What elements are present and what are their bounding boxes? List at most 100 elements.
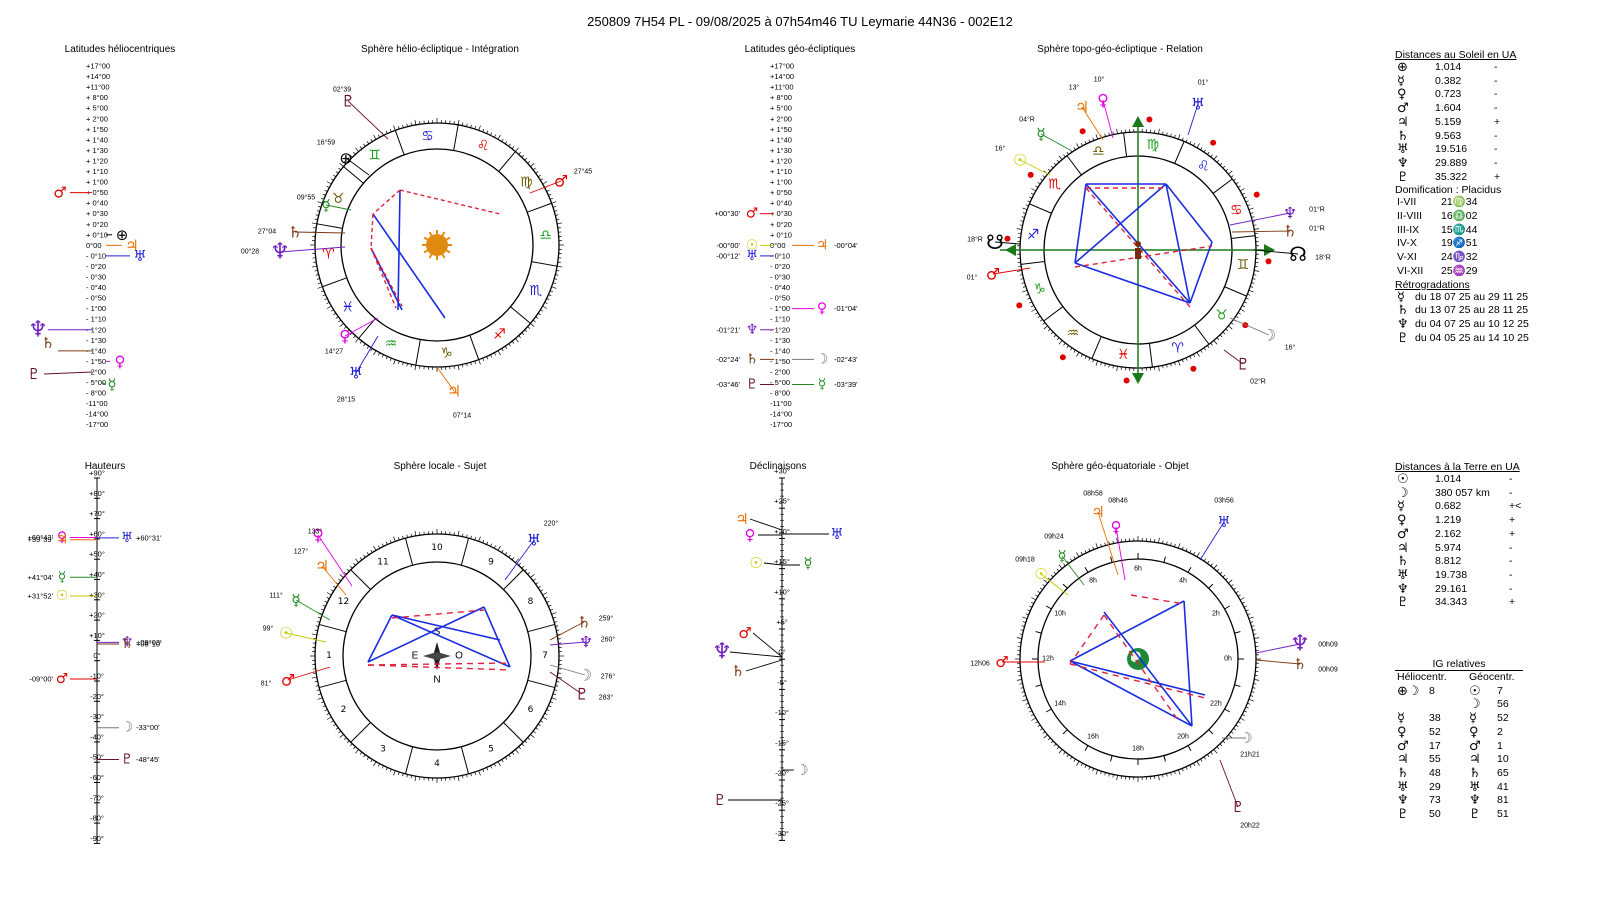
helio-sphere-degree-tick [317, 286, 323, 289]
equatorial-sphere-degree-tick [1166, 773, 1168, 777]
equatorial-sphere-degree-tick [1092, 546, 1095, 550]
helio-sphere-degree-tick [363, 343, 366, 347]
helio-sphere-degree-tick [330, 309, 334, 312]
tbl-sun-cell-v: 29.889 [1435, 156, 1468, 169]
tbl-sun-cell-v: 35.322 [1435, 170, 1468, 183]
topo-sphere-zodiac-sector-divider [1043, 306, 1064, 322]
equatorial-sphere-degree-tick [1070, 756, 1073, 760]
topo-aspect-line [1189, 241, 1213, 304]
geo-lat-tick-label: - 0°20 [770, 262, 790, 271]
tbl-ig-cell-g2: ☿ [1469, 711, 1477, 727]
helio-lat-tick-label: 0°00 [86, 241, 102, 250]
topo-sphere-degree-tick [1185, 357, 1188, 361]
helio-sphere-title: Sphère hélio-écliptique - Intégration [361, 44, 519, 55]
geo-lat-tick-label: - 0°10 [770, 251, 790, 260]
local-sphere-house-sector-label: 3 [380, 745, 386, 755]
heights-venus-icon: ♀ [57, 529, 67, 545]
declination-tick-label: -15° [775, 738, 789, 747]
hour-label: 16h [1087, 733, 1099, 740]
topo-sphere-degree-tick [1042, 322, 1046, 325]
helio-sphere-degree-tick [540, 309, 544, 312]
tbl-sun-cell-s: + [1494, 170, 1501, 183]
equatorial-pointer-saturn [1255, 659, 1301, 665]
topo-sphere-degree-tick [1058, 155, 1063, 160]
hour-tick [1110, 556, 1113, 563]
helio-sphere-degree-tick [457, 119, 460, 125]
equatorial-jupiter-icon: ♃ [1091, 503, 1104, 521]
topo-sphere-degree-tick [1025, 204, 1029, 207]
tbl-sun-cell-g: ♇ [1397, 169, 1409, 185]
geo-lat-tick-label: + 1°50 [770, 125, 792, 134]
equatorial-sphere-degree-tick [1047, 577, 1051, 581]
topo-sphere-degree-tick [1207, 151, 1210, 155]
local-sphere-degree-tick [511, 557, 515, 561]
helio-lat-tick-label: - 0°40 [86, 283, 106, 292]
equatorial-sphere-degree-tick [1216, 568, 1220, 572]
topo-sphere-zodiac-sector-label: ♑ [1033, 282, 1046, 298]
helio-sphere-degree-tick [548, 193, 552, 196]
tbl-dom-cell-v: 16♎02 [1441, 210, 1478, 223]
local-sphere-degree-tick [326, 597, 330, 600]
local-sphere-degree-tick [530, 734, 535, 738]
helio-sphere-degree-tick [521, 332, 525, 336]
local-sphere-degree-tick [537, 585, 541, 589]
local-aspect-line [391, 614, 501, 641]
local-sphere-degree-tick [466, 774, 468, 778]
tbl-earth-cell-v: 1.219 [1435, 514, 1462, 527]
tbl-earth-cell-v: 19.738 [1435, 568, 1468, 581]
helio-sphere-pluto-icon: ♇ [341, 92, 355, 111]
topo-sphere-degree-tick [1050, 165, 1054, 169]
compass-east-label: E [412, 651, 419, 662]
topo-sphere-degree-tick [1166, 132, 1168, 136]
helio-sphere-degree-tick [554, 278, 558, 280]
topo-sphere-degree-tick [1196, 143, 1200, 148]
helio-lat-tick-label: + 0°20 [86, 220, 108, 229]
equatorial-saturn-icon: ♄ [1293, 655, 1306, 673]
equatorial-aspect-line [1069, 660, 1193, 727]
earth-distances-table: ☉ 1.014 - ☽ 380 057 km - ☿ 0.682 +< ♀ 1.219 + ♂ 2.162… [1395, 473, 1523, 610]
hour-label: 0h [1224, 656, 1232, 663]
geo-lat-tick-label: - 1°00 [770, 304, 790, 313]
topo-sphere-title: Sphère topo-géo-écliptique - Relation [1037, 44, 1203, 55]
heights-tick-label: -20° [90, 692, 104, 701]
house-cusp-dot [1210, 139, 1217, 146]
declination-moon-icon: ☽ [795, 761, 808, 779]
equatorial-sphere-degree-tick [1254, 637, 1260, 639]
helio-sphere-pointer-venus [344, 317, 379, 337]
tbl-sun-row: ⊕ 1.014 - [1395, 61, 1502, 75]
tbl-ig-cell-v2: 51 [1497, 808, 1509, 821]
geo-lat-tick-label: + 1°40 [770, 135, 792, 144]
helio-sphere-mars-icon: ♂ [554, 172, 568, 191]
tbl-dom-row: V-XI 24♑32 [1395, 251, 1479, 265]
helio-sphere-degree-tick [381, 354, 384, 358]
local-pointer-mars [287, 666, 331, 681]
local-sphere-degree-tick [402, 773, 404, 777]
local-sphere-degree-tick [535, 582, 539, 585]
local-sphere-degree-tick [355, 749, 359, 754]
equatorial-ra-venus: 08h58 [1083, 491, 1103, 498]
topo-sphere-degree-tick [1247, 293, 1251, 296]
topo-sphere-degree-tick [1053, 162, 1057, 166]
helio-sphere-degree-tick [343, 326, 347, 329]
heights-value-mercury: +41°04' [28, 573, 54, 582]
helio-sphere-lon-uranus: 28°15 [337, 396, 355, 404]
local-sun-icon: ☉ [279, 624, 293, 643]
local-sphere-degree-tick [363, 554, 366, 558]
local-sphere-degree-tick [462, 775, 464, 779]
heights-value-saturn: +08°10' [136, 640, 162, 649]
equatorial-pointer-mercury [1061, 555, 1085, 586]
equatorial-sphere-degree-tick [1020, 629, 1024, 631]
topo-sphere-degree-tick [1158, 366, 1160, 372]
helio-sphere-degree-tick [410, 364, 412, 368]
tbl-earth-cell-v: 380 057 km [1435, 486, 1490, 499]
ig-panel: IG relatives Héliocentr. Géocentr. ⊕☽ 8 ☉ 7 ☽… [1395, 658, 1523, 822]
topo-sphere-degree-tick [1021, 282, 1025, 284]
topo-sphere-degree-tick [1116, 128, 1118, 134]
helio-lat-tick-label: + 0°10 [86, 230, 108, 239]
compass-west-label: O [455, 651, 463, 662]
helio-lat-tick-label: +17°00 [86, 62, 110, 71]
local-sphere-degree-tick [508, 554, 511, 558]
helio-sphere-degree-tick [366, 141, 370, 145]
tbl-ig-row: ♅ 29 ♅ 41 [1395, 780, 1517, 795]
topo-sphere-degree-tick [1216, 159, 1220, 163]
